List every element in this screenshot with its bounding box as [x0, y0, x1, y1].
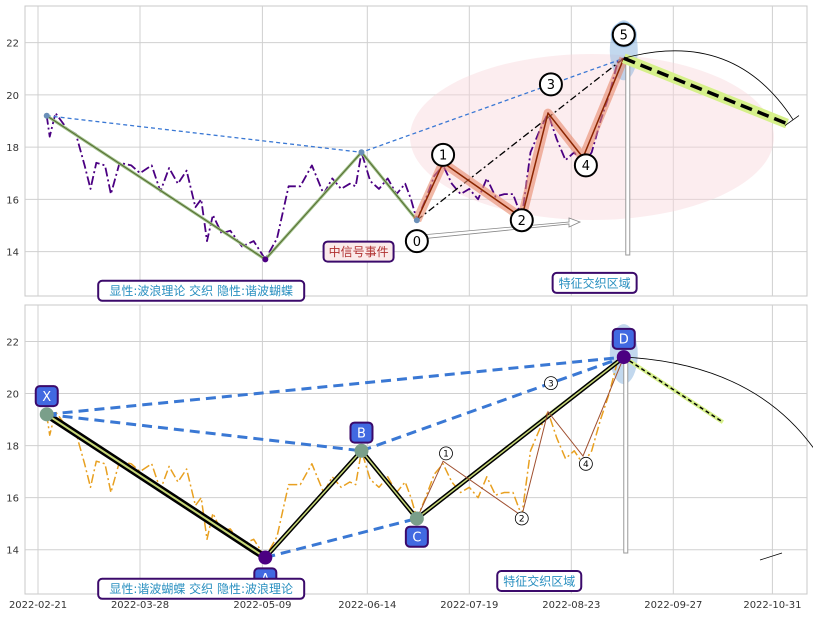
y-tick-label: 14: [6, 546, 19, 557]
wave-label: 1: [439, 149, 447, 164]
event-annotation-box: [322, 240, 395, 263]
pattern-point-box: [404, 525, 429, 548]
wave-label: 5: [620, 28, 628, 43]
method-legend-text: 显性:谐波蝴蝶 交织 隐性:波浪理论: [109, 581, 293, 596]
zone-annotation-box: [496, 569, 583, 592]
grid: [25, 305, 807, 594]
wave-label: 0: [413, 235, 421, 250]
butterfly-leg-line: [46, 115, 418, 261]
wave-label: 3: [547, 78, 555, 93]
wave-circle: [611, 22, 636, 47]
pivot-dot: [43, 112, 50, 119]
wave-label: 4: [583, 460, 589, 470]
wave-circle: [573, 153, 598, 178]
zone-annotation-box: [551, 271, 638, 294]
wave-circle: [431, 142, 456, 167]
wave-circle: [578, 456, 593, 471]
butterfly-dashed-leg: [46, 412, 362, 453]
y-tick-label: 16: [6, 195, 19, 206]
wave-thin-line: [416, 356, 625, 519]
butterfly-dashed-leg: [46, 355, 624, 416]
butterfly-xa-inner: [46, 413, 266, 559]
butterfly-dashed-leg: [264, 517, 418, 559]
zone-annotation-text: 特征交织区域: [559, 275, 631, 290]
projection-arc-tick: [759, 552, 783, 561]
wave-circle: [544, 376, 558, 391]
pattern-point-box: [611, 327, 636, 350]
y-tick-label: 18: [6, 442, 19, 453]
pivot-dot: [409, 511, 424, 526]
x-tick-label: 2022-03-28: [111, 600, 169, 611]
pivot-dot: [258, 550, 273, 565]
method-legend-text: 显性:波浪理论 交织 隐性:谐波蝴蝶: [109, 283, 293, 298]
wave-label: 2: [519, 515, 525, 525]
x-tick-label: 2022-06-14: [338, 600, 396, 611]
x-tick-label: 2022-08-23: [542, 600, 600, 611]
wave-line: [416, 58, 625, 221]
y-tick-label: 22: [6, 337, 19, 348]
signal-arrow: [409, 217, 582, 241]
wave-label: 1: [443, 450, 449, 460]
projection-arc: [623, 356, 813, 449]
pivot-dot: [358, 149, 365, 156]
wave-circle: [509, 208, 534, 233]
wave-label: 2: [518, 214, 526, 229]
projection-arc-tick: [784, 115, 800, 126]
event-annotation-text: 中信号事件: [329, 244, 389, 259]
method-legend-box: [97, 279, 306, 302]
y-tick-label: 20: [6, 91, 19, 102]
y-tick-label: 22: [6, 39, 19, 50]
y-tick-label: 18: [6, 143, 19, 154]
y-tick-label: 16: [6, 494, 19, 505]
peak-vertical-marker: [623, 356, 629, 554]
method-legend-box: [97, 577, 306, 600]
pivot-dot: [39, 407, 54, 422]
pattern-point-label: C: [412, 530, 421, 545]
y-tick-label: 20: [6, 390, 19, 401]
zone-annotation-text: 特征交织区域: [503, 573, 575, 588]
wave-label: 3: [548, 379, 554, 389]
x-tick-label: 2022-02-21: [9, 600, 67, 611]
projection-line: [623, 356, 724, 423]
wave-circle: [514, 511, 529, 526]
wave-circle: [538, 72, 563, 97]
pattern-point-box: [34, 385, 59, 408]
pattern-point-box: [349, 421, 374, 444]
x-tick-label: 2022-07-19: [440, 600, 498, 611]
wave-channel-line: [416, 57, 625, 221]
wave-label: 4: [582, 159, 590, 174]
pattern-point-label: B: [357, 426, 366, 441]
butterfly-leg-inner: [264, 356, 625, 559]
butterfly-dashed-leg: [360, 355, 625, 453]
pivot-dot: [262, 256, 269, 263]
projection-line: [623, 56, 788, 126]
pattern-point-label: X: [42, 390, 51, 405]
pivot-dot: [616, 350, 631, 365]
x-tick-label: 2022-09-27: [644, 600, 702, 611]
pivot-dot: [413, 217, 420, 224]
pattern-point-label: D: [619, 333, 629, 348]
wave-circle: [404, 229, 429, 254]
x-tick-label: 2022-05-09: [233, 600, 291, 611]
x-tick-label: 2022-10-31: [743, 600, 801, 611]
wave-circle: [439, 446, 453, 461]
y-tick-label: 14: [6, 248, 19, 259]
peak-vertical-marker: [625, 57, 631, 256]
grid: [25, 6, 807, 296]
projection-arc: [623, 50, 794, 120]
price-series-line: [45, 57, 625, 261]
pivot-dot: [354, 443, 369, 458]
plot-area: [24, 304, 808, 595]
